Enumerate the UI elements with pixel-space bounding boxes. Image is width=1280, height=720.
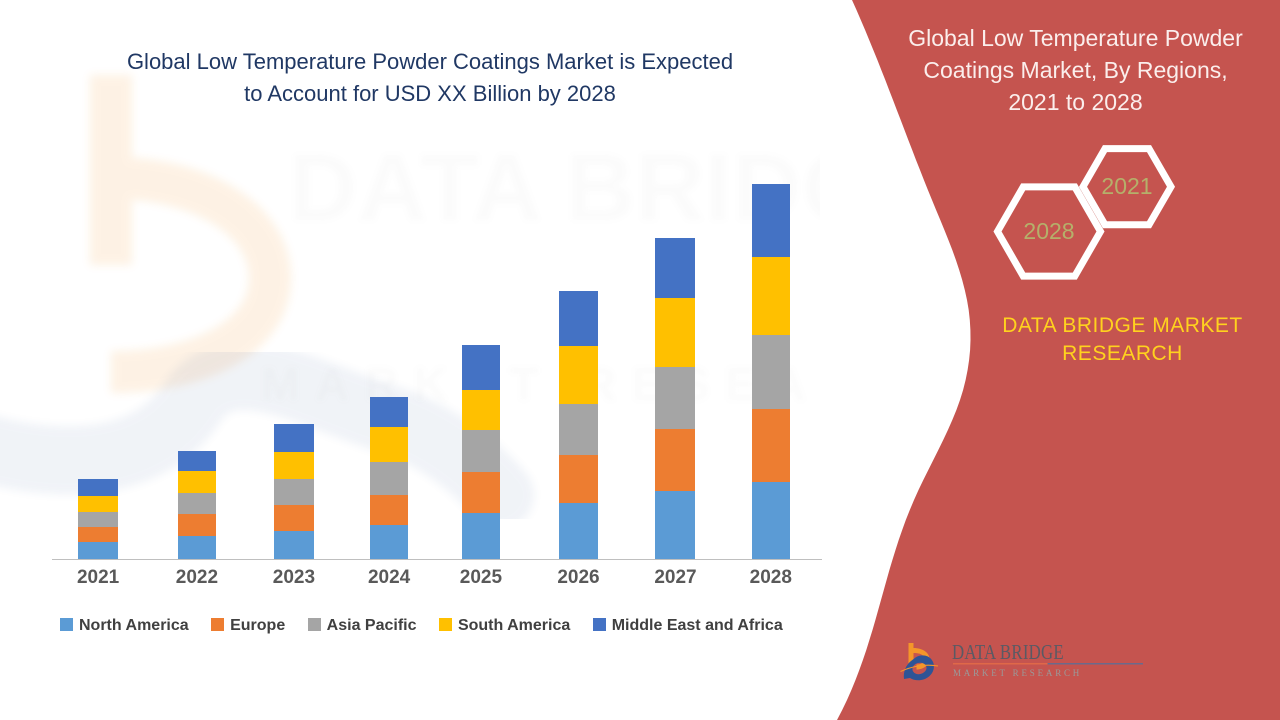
svg-text:2028: 2028 bbox=[1023, 218, 1074, 244]
svg-text:2021: 2021 bbox=[1101, 173, 1152, 199]
